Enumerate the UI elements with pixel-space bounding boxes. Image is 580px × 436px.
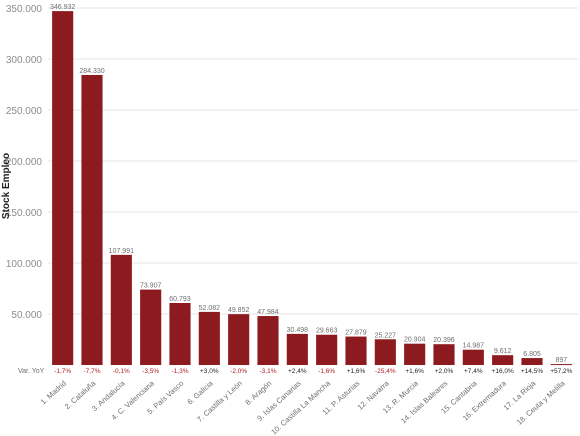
y-axis-ticks: 350.000 300.000 250.000 200.000 150.000 100.0… xyxy=(6,4,43,321)
yoy-value: -7,7% xyxy=(84,368,101,375)
value-label: 284.330 xyxy=(79,68,104,75)
bar xyxy=(257,316,279,365)
yoy-value: +14,5% xyxy=(521,368,543,375)
yoy-value: +1,6% xyxy=(347,368,366,375)
yoy-value: -1,6% xyxy=(318,368,335,375)
bar xyxy=(550,364,572,366)
value-labels: 346.932 284.330 107.991 73.907 60.793 52.082 4… xyxy=(50,4,567,364)
yoy-value: -3,1% xyxy=(260,368,277,375)
bars xyxy=(52,11,572,366)
grid-lines xyxy=(48,7,578,315)
bar xyxy=(286,333,308,365)
y-tick-label: 200.000 xyxy=(6,157,43,168)
bar xyxy=(433,344,455,365)
bar xyxy=(140,289,162,365)
value-label: 73.907 xyxy=(140,283,162,290)
yoy-value: -1,3% xyxy=(172,368,189,375)
bar xyxy=(404,343,426,365)
value-label: 6.805 xyxy=(523,351,541,358)
value-label: 49.852 xyxy=(228,307,250,314)
bar xyxy=(52,11,74,365)
yoy-value: +57,2% xyxy=(550,368,572,375)
value-label: 9.612 xyxy=(494,348,512,355)
value-label: 60.793 xyxy=(169,296,191,303)
yoy-value: -25,4% xyxy=(375,368,396,375)
category-label: 1. Madrid xyxy=(39,379,68,407)
y-tick-label: 300.000 xyxy=(6,55,43,66)
y-tick-label: 100.000 xyxy=(6,259,43,270)
value-label: 20.396 xyxy=(433,337,455,344)
bar xyxy=(492,355,514,365)
yoy-value: -0,1% xyxy=(113,368,130,375)
value-label: 52.082 xyxy=(199,305,221,312)
yoy-value: +1,6% xyxy=(405,368,424,375)
value-label: 107.991 xyxy=(109,248,134,255)
value-label: 897 xyxy=(555,357,567,364)
bar xyxy=(169,302,191,365)
value-label: 29.663 xyxy=(316,328,338,335)
y-tick-label: 50.000 xyxy=(11,310,42,321)
value-label: 47.984 xyxy=(257,309,279,316)
yoy-value: +3,0% xyxy=(200,368,219,375)
bar xyxy=(345,336,367,365)
value-label: 14.987 xyxy=(463,343,485,350)
value-label: 30.498 xyxy=(287,327,309,334)
yoy-value: +2,0% xyxy=(435,368,454,375)
value-label: 25.227 xyxy=(375,332,397,339)
yoy-value: -3,5% xyxy=(142,368,159,375)
value-label: 20.904 xyxy=(404,337,426,344)
yoy-value: -2,0% xyxy=(230,368,247,375)
yoy-value: +7,4% xyxy=(464,368,483,375)
yoy-row: -1,7% -7,7% -0,1% -3,5% -1,3% +3,0% -2,0% -3,1%… xyxy=(54,368,572,375)
yoy-row-label: Var. YoY xyxy=(18,368,45,375)
bar xyxy=(521,358,543,365)
bar xyxy=(81,74,103,365)
y-tick-label: 350.000 xyxy=(6,4,43,15)
yoy-value: -1,7% xyxy=(54,368,71,375)
yoy-value: +2,4% xyxy=(288,368,307,375)
bar xyxy=(110,254,132,365)
value-label: 346.932 xyxy=(50,4,75,11)
value-label: 27.879 xyxy=(345,330,367,337)
bar xyxy=(228,314,250,365)
bar xyxy=(462,349,484,365)
y-tick-label: 150.000 xyxy=(6,208,43,219)
bar xyxy=(374,339,396,365)
bar xyxy=(316,334,338,365)
y-tick-label: 250.000 xyxy=(6,106,43,117)
yoy-value: +16,0% xyxy=(492,368,514,375)
y-axis-label: Stock Empleo xyxy=(1,153,12,219)
bar xyxy=(198,311,220,365)
